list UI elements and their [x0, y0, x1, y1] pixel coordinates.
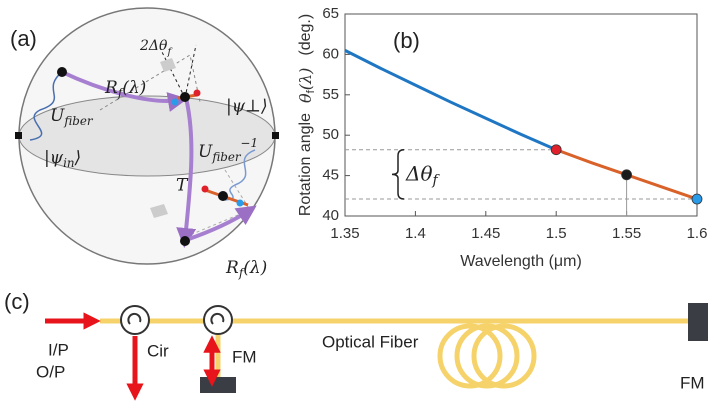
x-tick-label: 1.4 [405, 225, 426, 242]
annotation-part: f [431, 172, 440, 188]
y-axis-label-part: (deg.) [297, 14, 314, 56]
rotation-label-part: R [225, 258, 239, 278]
state-label-part: |ψ [44, 148, 64, 168]
rotation-label-part: (λ) [122, 78, 146, 98]
y-tick-label: 40 [322, 207, 339, 224]
rotation-label: Rf(λ) [225, 258, 267, 281]
rotation-label-part: R [104, 78, 118, 98]
circulator-label: Cir [147, 341, 169, 360]
brace [392, 150, 404, 199]
panel-label: (c) [4, 289, 30, 314]
y-tick-label: 55 [322, 86, 339, 103]
y-tick-label: 45 [322, 167, 339, 184]
operator-label-part: fiber [63, 114, 94, 128]
state-label-part: ⟩ [74, 148, 82, 168]
y-axis-label-part: (λ) [296, 68, 315, 91]
state-label: |ψin⟩ [44, 148, 81, 171]
y-tick-label: 50 [322, 126, 339, 143]
figure: (a) (c) I/P O/P Cir FM Optical Fiber FM … [0, 0, 725, 404]
x-tick-label: 1.55 [612, 225, 641, 242]
chart-title: (b) [393, 28, 420, 53]
y-axis-label-part: θ [296, 93, 315, 103]
x-tick-label: 1.5 [546, 225, 567, 242]
x-tick-label: 1.45 [471, 225, 500, 242]
operator-label-part: −1 [241, 136, 259, 150]
mirror-label: FM [232, 347, 257, 366]
marker [692, 194, 702, 204]
annotation: Δθf [405, 161, 440, 189]
output-label: O/P [36, 362, 65, 381]
state-label: |ψ⊥⟩ [226, 97, 268, 117]
x-tick-label: 1.35 [330, 225, 359, 242]
y-axis-label: Rotation angleθf(λ)(deg.) [296, 14, 317, 216]
mirror-label: FM [680, 373, 705, 392]
x-axis-label: Wavelength (μm) [460, 253, 582, 270]
y-tick-label: 65 [322, 5, 339, 22]
operator-label-part: U [198, 142, 213, 162]
marker [622, 170, 632, 180]
x-tick-label: 1.6 [687, 225, 708, 242]
fiber-label: Optical Fiber [322, 332, 419, 351]
y-tick-label: 60 [322, 45, 339, 62]
transfer-label: T [176, 176, 189, 196]
operator-label-part: fiber [211, 150, 242, 164]
angle-label-part: 2Δθ [139, 38, 168, 54]
y-axis-label-part: Rotation angle [297, 113, 314, 216]
line [345, 50, 556, 149]
state-label-part: in [63, 156, 74, 170]
input-label: I/P [48, 340, 69, 359]
panel-label: (a) [10, 26, 37, 51]
annotation-part: Δθ [405, 161, 432, 185]
rotation-label: Rf(λ) [104, 78, 146, 101]
operator-label-part: U [50, 106, 65, 126]
rotation-label-part: (λ) [243, 258, 267, 278]
marker [551, 145, 561, 155]
